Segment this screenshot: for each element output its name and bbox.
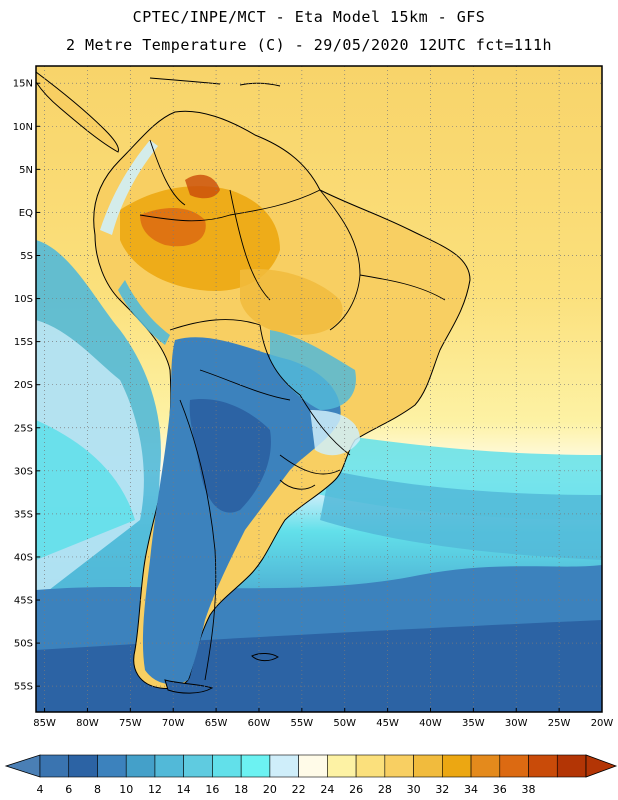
- colorbar-label: 10: [119, 783, 133, 796]
- colorbar-swatch: [442, 754, 472, 778]
- lat-label: 20S: [14, 380, 33, 391]
- colorbar-swatch: [183, 754, 213, 778]
- colorbar-label: 30: [407, 783, 421, 796]
- lon-label: 85W: [33, 718, 56, 729]
- colorbar-swatch: [68, 754, 98, 778]
- colorbar-swatch: [556, 754, 587, 778]
- colorbar-label: 36: [493, 783, 507, 796]
- lat-label: 55S: [14, 682, 33, 693]
- lon-label: 65W: [205, 718, 228, 729]
- colorbar-label: 20: [263, 783, 277, 796]
- colorbar-underflow-arrow: [4, 754, 41, 778]
- lon-label: 50W: [333, 718, 356, 729]
- lon-label: 45W: [376, 718, 399, 729]
- colorbar-label: 22: [292, 783, 306, 796]
- colorbar-swatch: [240, 754, 271, 778]
- colorbar-label: 32: [435, 783, 449, 796]
- colorbar-swatch: [413, 754, 443, 778]
- colorbar-swatch: [269, 754, 299, 778]
- lon-label: 30W: [505, 718, 528, 729]
- lat-label: 5N: [19, 165, 33, 176]
- lon-label: 75W: [119, 718, 142, 729]
- chart-title: CPTEC/INPE/MCT - Eta Model 15km - GFS: [132, 8, 486, 26]
- lon-label: 60W: [248, 718, 271, 729]
- colorbar-swatch: [298, 754, 328, 778]
- color-scale-bar: 4 6 8 10 12 14 16 18 20 22 24 26 28 30 32 34 36 38: [4, 754, 618, 796]
- colorbar-label: 4: [37, 783, 44, 796]
- colorbar-swatch: [528, 754, 558, 778]
- lat-label: 5S: [20, 251, 33, 262]
- lat-label: 25S: [14, 423, 33, 434]
- colorbar-swatch: [499, 754, 529, 778]
- lat-label: 50S: [14, 639, 33, 650]
- lon-label: 80W: [76, 718, 99, 729]
- colorbar-label: 12: [148, 783, 162, 796]
- colorbar-swatch: [327, 754, 357, 778]
- colorbar-swatch: [97, 754, 127, 778]
- longitude-labels: 85W 80W 75W 70W 65W 60W 55W 50W 45W 40W 35W 30W 25W 2…: [33, 708, 613, 729]
- lon-label: 35W: [462, 718, 485, 729]
- lat-label: 30S: [14, 466, 33, 477]
- map-frame: [35, 65, 603, 713]
- colorbar-label: 6: [65, 783, 72, 796]
- lon-label: 20W: [591, 718, 614, 729]
- colorbar-swatch: [39, 754, 70, 778]
- lat-label: 10N: [13, 122, 33, 133]
- lon-label: 55W: [291, 718, 314, 729]
- lat-label: 40S: [14, 552, 33, 563]
- colorbar-swatch: [154, 754, 184, 778]
- latitude-labels: 15N 10N 5N EQ 5S 10S 15S 20S 25S 30S 35S 40S 45S 50S 5…: [13, 79, 40, 693]
- colorbar-label: 18: [234, 783, 248, 796]
- temperature-field: [36, 66, 602, 712]
- colorbar-label: 16: [205, 783, 219, 796]
- lat-label: 10S: [14, 294, 33, 305]
- colorbar-overflow-arrow: [585, 754, 618, 778]
- colorbar-label: 24: [320, 783, 334, 796]
- colorbar-label: 26: [349, 783, 363, 796]
- lon-label: 25W: [548, 718, 571, 729]
- lat-label: 15N: [13, 79, 33, 90]
- chart-subtitle: 2 Metre Temperature (C) - 29/05/2020 12U…: [65, 36, 553, 54]
- colorbar-label: 14: [177, 783, 191, 796]
- lat-label: 15S: [14, 337, 33, 348]
- colorbar-swatch: [212, 754, 242, 778]
- lat-label: 45S: [14, 596, 33, 607]
- lat-label: 35S: [14, 509, 33, 520]
- colorbar-label: 38: [522, 783, 536, 796]
- colorbar-swatch: [125, 754, 156, 778]
- colorbar-label: 28: [378, 783, 392, 796]
- colorbar-swatch: [355, 754, 386, 778]
- lat-label: EQ: [19, 208, 33, 219]
- colorbar-label: 8: [94, 783, 101, 796]
- colorbar-swatch: [470, 754, 501, 778]
- colorbar-swatch: [384, 754, 414, 778]
- lon-label: 40W: [419, 718, 442, 729]
- lon-label: 70W: [162, 718, 185, 729]
- colorbar-label: 34: [464, 783, 478, 796]
